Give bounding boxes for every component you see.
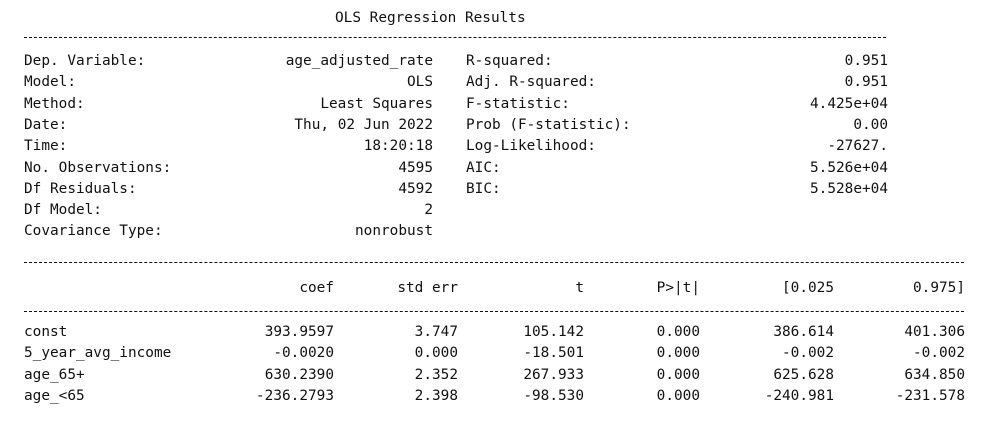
summary-label: BIC:: [466, 180, 501, 197]
table-cell: 0.000: [656, 324, 700, 340]
summary-value: 4.425e+04: [810, 95, 888, 112]
summary-label: Model:: [24, 74, 76, 91]
summary-label: F-statistic:: [466, 95, 570, 112]
summary-label: Df Residuals:: [24, 180, 137, 197]
double-divider-top: [24, 37, 886, 38]
table-cell: 393.9597: [264, 324, 334, 340]
summary-value: OLS: [407, 74, 433, 91]
summary-value: 0.951: [844, 53, 888, 69]
table-cell: 0.000: [414, 345, 458, 362]
table-cell: 634.850: [904, 366, 965, 383]
page-title: OLS Regression Results: [335, 10, 526, 26]
summary-label: Log-Likelihood:: [466, 138, 596, 155]
summary-value: Least Squares: [320, 95, 433, 112]
row-name: const: [24, 324, 68, 340]
row-name: 5_year_avg_income: [24, 345, 172, 362]
summary-value: Thu, 02 Jun 2022: [294, 116, 433, 133]
table-cell: 386.614: [773, 324, 834, 340]
summary-label: Covariance Type:: [24, 223, 163, 240]
column-header: P>|t|: [656, 280, 700, 296]
table-cell: 401.306: [904, 324, 965, 340]
table-cell: 0.000: [656, 387, 700, 404]
summary-label: Prob (F-statistic):: [466, 116, 631, 133]
table-cell: 0.000: [656, 366, 700, 383]
column-header: 0.975]: [913, 280, 965, 296]
table-cell: 105.142: [523, 324, 584, 340]
summary-label: Time:: [24, 138, 68, 155]
summary-value: 2: [424, 202, 433, 219]
summary-label: Method:: [24, 95, 85, 112]
row-name: age_65+: [24, 366, 85, 383]
summary-label: Adj. R-squared:: [466, 74, 596, 91]
summary-label: R-squared:: [466, 53, 553, 69]
summary-value: 18:20:18: [363, 138, 433, 155]
summary-value: age_adjusted_rate: [285, 53, 433, 69]
table-cell: 267.933: [523, 366, 584, 383]
table-cell: -18.501: [523, 345, 584, 362]
table-cell: -240.981: [764, 387, 834, 404]
summary-label: AIC:: [466, 159, 501, 176]
table-cell: -0.002: [782, 345, 834, 362]
summary-value: nonrobust: [355, 223, 433, 240]
summary-value: 5.526e+04: [810, 159, 888, 176]
summary-value: 4592: [398, 180, 433, 197]
row-name: age_<65: [24, 387, 85, 404]
single-divider: [24, 311, 964, 312]
summary-value: 5.528e+04: [810, 180, 888, 197]
summary-value: 0.00: [853, 116, 888, 133]
summary-value: -27627.: [827, 138, 888, 155]
table-cell: -98.530: [523, 387, 584, 404]
table-cell: 3.747: [414, 324, 458, 340]
table-cell: -231.578: [895, 387, 965, 404]
table-cell: -0.0020: [273, 345, 334, 362]
table-cell: 625.628: [773, 366, 834, 383]
double-divider-middle: [24, 262, 964, 263]
summary-label: Df Model:: [24, 202, 102, 219]
table-cell: -236.2793: [256, 387, 334, 404]
table-cell: 630.2390: [264, 366, 334, 383]
summary-value: 4595: [398, 159, 433, 176]
column-header: coef: [299, 280, 334, 296]
table-cell: 2.352: [414, 366, 458, 383]
column-header: [0.025: [782, 280, 834, 296]
column-header: t: [575, 280, 584, 296]
summary-label: Dep. Variable:: [24, 53, 146, 69]
column-header: std err: [397, 280, 458, 296]
table-cell: 0.000: [656, 345, 700, 362]
summary-value: 0.951: [844, 74, 888, 91]
summary-label: Date:: [24, 116, 68, 133]
table-cell: 2.398: [414, 387, 458, 404]
table-cell: -0.002: [913, 345, 965, 362]
summary-label: No. Observations:: [24, 159, 172, 176]
